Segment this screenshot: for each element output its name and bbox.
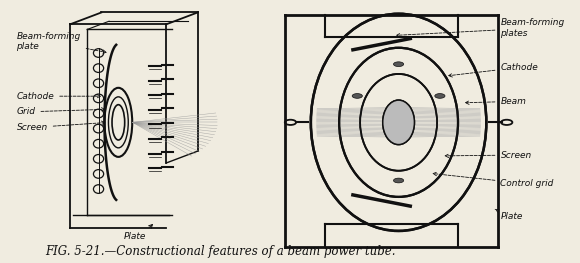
Text: Control grid: Control grid	[433, 172, 554, 188]
Text: Plate: Plate	[124, 225, 153, 241]
Text: Screen: Screen	[445, 150, 532, 160]
Text: Cathode: Cathode	[16, 92, 100, 101]
Circle shape	[435, 94, 445, 98]
Ellipse shape	[383, 100, 415, 145]
Text: Beam-forming
plates: Beam-forming plates	[397, 18, 565, 38]
Text: FIG. 5-21.—Constructional features of a beam power tube.: FIG. 5-21.—Constructional features of a …	[45, 245, 396, 258]
Text: Plate: Plate	[495, 209, 523, 221]
Ellipse shape	[383, 100, 415, 145]
Text: Cathode: Cathode	[449, 63, 538, 77]
Text: Grid: Grid	[16, 107, 105, 117]
Text: Screen: Screen	[16, 121, 105, 132]
Circle shape	[352, 94, 362, 98]
Circle shape	[393, 178, 404, 183]
Text: Beam: Beam	[466, 97, 527, 106]
Circle shape	[393, 62, 404, 67]
Text: Beam-forming
plate: Beam-forming plate	[16, 32, 106, 53]
